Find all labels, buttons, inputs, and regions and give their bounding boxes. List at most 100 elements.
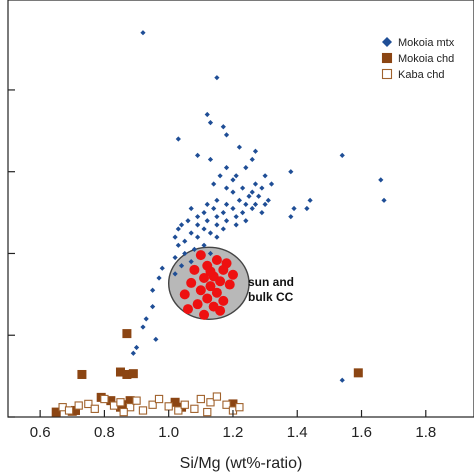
- point-kaba-chd: [100, 394, 109, 404]
- point-mokoia-mtx: [217, 173, 223, 179]
- point-mokoia-chd: [51, 407, 61, 417]
- point-sun-and-bulk-cc: [205, 266, 216, 277]
- point-mokoia-chd: [77, 369, 87, 379]
- point-sun-and-bulk-cc: [224, 279, 235, 290]
- point-mokoia-mtx: [230, 177, 236, 183]
- point-sun-and-bulk-cc: [215, 276, 226, 287]
- point-sun-and-bulk-cc: [199, 309, 210, 320]
- point-mokoia-mtx: [133, 344, 140, 351]
- point-mokoia-mtx: [240, 185, 246, 191]
- x-tick-label: 0.6: [30, 424, 51, 441]
- point-kaba-chd: [196, 394, 205, 404]
- point-mokoia-mtx: [268, 181, 275, 187]
- point-kaba-chd: [190, 404, 199, 413]
- point-mokoia-mtx: [223, 132, 230, 138]
- point-kaba-chd: [203, 407, 212, 417]
- point-mokoia-mtx: [381, 197, 387, 203]
- point-mokoia-mtx: [207, 156, 214, 163]
- point-mokoia-mtx: [195, 222, 201, 228]
- x-tick-label: 1.8: [415, 424, 436, 441]
- point-mokoia-mtx: [236, 197, 242, 203]
- legend-label-mokoia-mtx: Mokoia mtx: [398, 37, 455, 49]
- point-mokoia-chd: [125, 396, 135, 406]
- point-mokoia-mtx: [214, 214, 220, 220]
- point-mokoia-mtx: [156, 275, 162, 281]
- x-tick-label: 0.8: [94, 424, 115, 441]
- point-kaba-chd: [132, 396, 141, 405]
- point-mokoia-chd: [128, 369, 138, 379]
- point-kaba-chd: [148, 400, 157, 409]
- point-mokoia-mtx: [230, 205, 236, 212]
- point-mokoia-mtx: [182, 238, 188, 244]
- point-mokoia-mtx: [175, 136, 181, 142]
- x-tick-label: 1.4: [287, 424, 308, 441]
- point-mokoia-mtx: [178, 263, 185, 269]
- point-sun-and-bulk-cc: [202, 293, 213, 304]
- point-kaba-chd: [116, 398, 125, 407]
- point-mokoia-mtx: [150, 304, 156, 310]
- x-tick-label: 1.6: [351, 424, 372, 441]
- point-mokoia-mtx: [188, 259, 194, 265]
- legend-item-mokoia-chd: Mokoia chd: [381, 52, 454, 65]
- point-sun-and-bulk-cc: [211, 255, 222, 266]
- point-mokoia-mtx: [207, 120, 214, 126]
- point-mokoia-mtx: [243, 218, 249, 224]
- point-kaba-chd: [84, 399, 93, 409]
- point-sun-and-bulk-cc: [205, 281, 216, 292]
- point-mokoia-mtx: [262, 201, 268, 208]
- point-kaba-chd: [164, 402, 173, 411]
- x-axis-label: Si/Mg (wt%-ratio): [180, 455, 303, 472]
- point-mokoia-mtx: [223, 218, 230, 224]
- point-mokoia-chd: [122, 369, 132, 379]
- point-sun-and-bulk-cc: [179, 289, 190, 300]
- point-mokoia-mtx: [220, 226, 226, 232]
- point-kaba-chd: [154, 394, 164, 404]
- points-layer: [51, 30, 387, 417]
- point-mokoia-mtx: [233, 222, 239, 228]
- point-sun-and-bulk-cc: [199, 273, 210, 283]
- point-mokoia-mtx: [172, 234, 178, 240]
- point-mokoia-mtx: [259, 209, 265, 216]
- point-mokoia-mtx: [259, 185, 265, 191]
- point-mokoia-mtx: [378, 177, 384, 183]
- point-kaba-chd: [90, 404, 99, 413]
- point-kaba-chd: [74, 401, 83, 410]
- point-mokoia-mtx: [211, 181, 217, 187]
- point-mokoia-mtx: [252, 148, 259, 154]
- point-mokoia-mtx: [288, 214, 294, 220]
- point-sun-and-bulk-cc: [192, 299, 203, 310]
- point-mokoia-chd: [353, 368, 363, 378]
- point-kaba-chd: [64, 406, 74, 415]
- point-kaba-chd: [119, 407, 128, 417]
- point-mokoia-mtx: [214, 75, 220, 81]
- point-mokoia-mtx: [182, 250, 188, 257]
- legend: Mokoia mtx Mokoia chd Kaba chd: [381, 37, 455, 81]
- point-sun-and-bulk-cc: [195, 250, 206, 261]
- point-mokoia-mtx: [291, 205, 297, 212]
- point-mokoia-mtx: [288, 169, 294, 175]
- point-mokoia-chd: [170, 397, 180, 407]
- point-kaba-chd: [138, 406, 148, 415]
- point-mokoia-mtx: [252, 201, 259, 208]
- point-sun-and-bulk-cc: [195, 285, 206, 296]
- point-mokoia-mtx: [201, 242, 207, 248]
- point-mokoia-mtx: [204, 111, 210, 118]
- point-mokoia-mtx: [230, 189, 236, 195]
- point-mokoia-mtx: [223, 185, 230, 191]
- point-mokoia-mtx: [265, 197, 271, 203]
- point-mokoia-mtx: [243, 165, 249, 171]
- point-mokoia-mtx: [185, 218, 191, 224]
- legend-label-kaba-chd: Kaba chd: [398, 69, 444, 81]
- point-mokoia-chd: [115, 367, 125, 377]
- point-mokoia-mtx: [236, 144, 242, 150]
- point-mokoia-mtx: [188, 205, 194, 212]
- point-mokoia-mtx: [233, 173, 239, 179]
- point-mokoia-mtx: [256, 193, 262, 199]
- point-sun-and-bulk-cc: [189, 264, 200, 275]
- point-mokoia-mtx: [207, 230, 214, 236]
- legend-item-kaba-chd: Kaba chd: [381, 68, 444, 81]
- point-mokoia-mtx: [178, 222, 185, 228]
- point-mokoia-mtx: [211, 205, 217, 212]
- point-kaba-chd: [125, 403, 135, 412]
- point-mokoia-mtx: [204, 201, 210, 208]
